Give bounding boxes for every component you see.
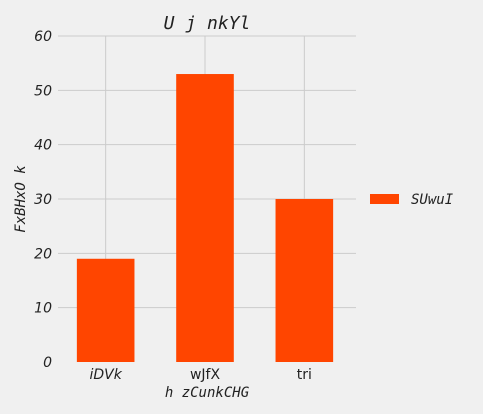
x-tick-label: iDVk [89,367,122,383]
x-axis-label: h zCunkCHG [165,385,250,401]
legend-swatch [370,194,399,204]
y-tick-label: 10 [34,301,52,317]
y-axis-label: FxBHxO k [13,165,29,233]
x-tick-label: wJfX [190,367,221,383]
x-axis-ticks: iDVk wJfX tri [89,367,311,383]
y-tick-label: 60 [34,29,52,45]
y-tick-label: 40 [34,138,52,154]
legend: SUwuI [370,192,454,208]
bar-wJfX [176,74,234,363]
y-tick-label: 0 [43,355,52,371]
x-tick-label: tri [297,367,312,383]
legend-label: SUwuI [411,192,454,208]
y-tick-label: 50 [34,83,52,99]
y-axis-ticks: 0 10 20 30 40 50 60 [34,29,52,371]
bar-iDVk [76,258,135,362]
y-tick-label: 20 [34,246,52,262]
bars-layer [76,74,334,363]
bar-tri [275,199,334,362]
chart-title: U j nkYl [164,13,251,34]
y-tick-label: 30 [34,192,52,208]
